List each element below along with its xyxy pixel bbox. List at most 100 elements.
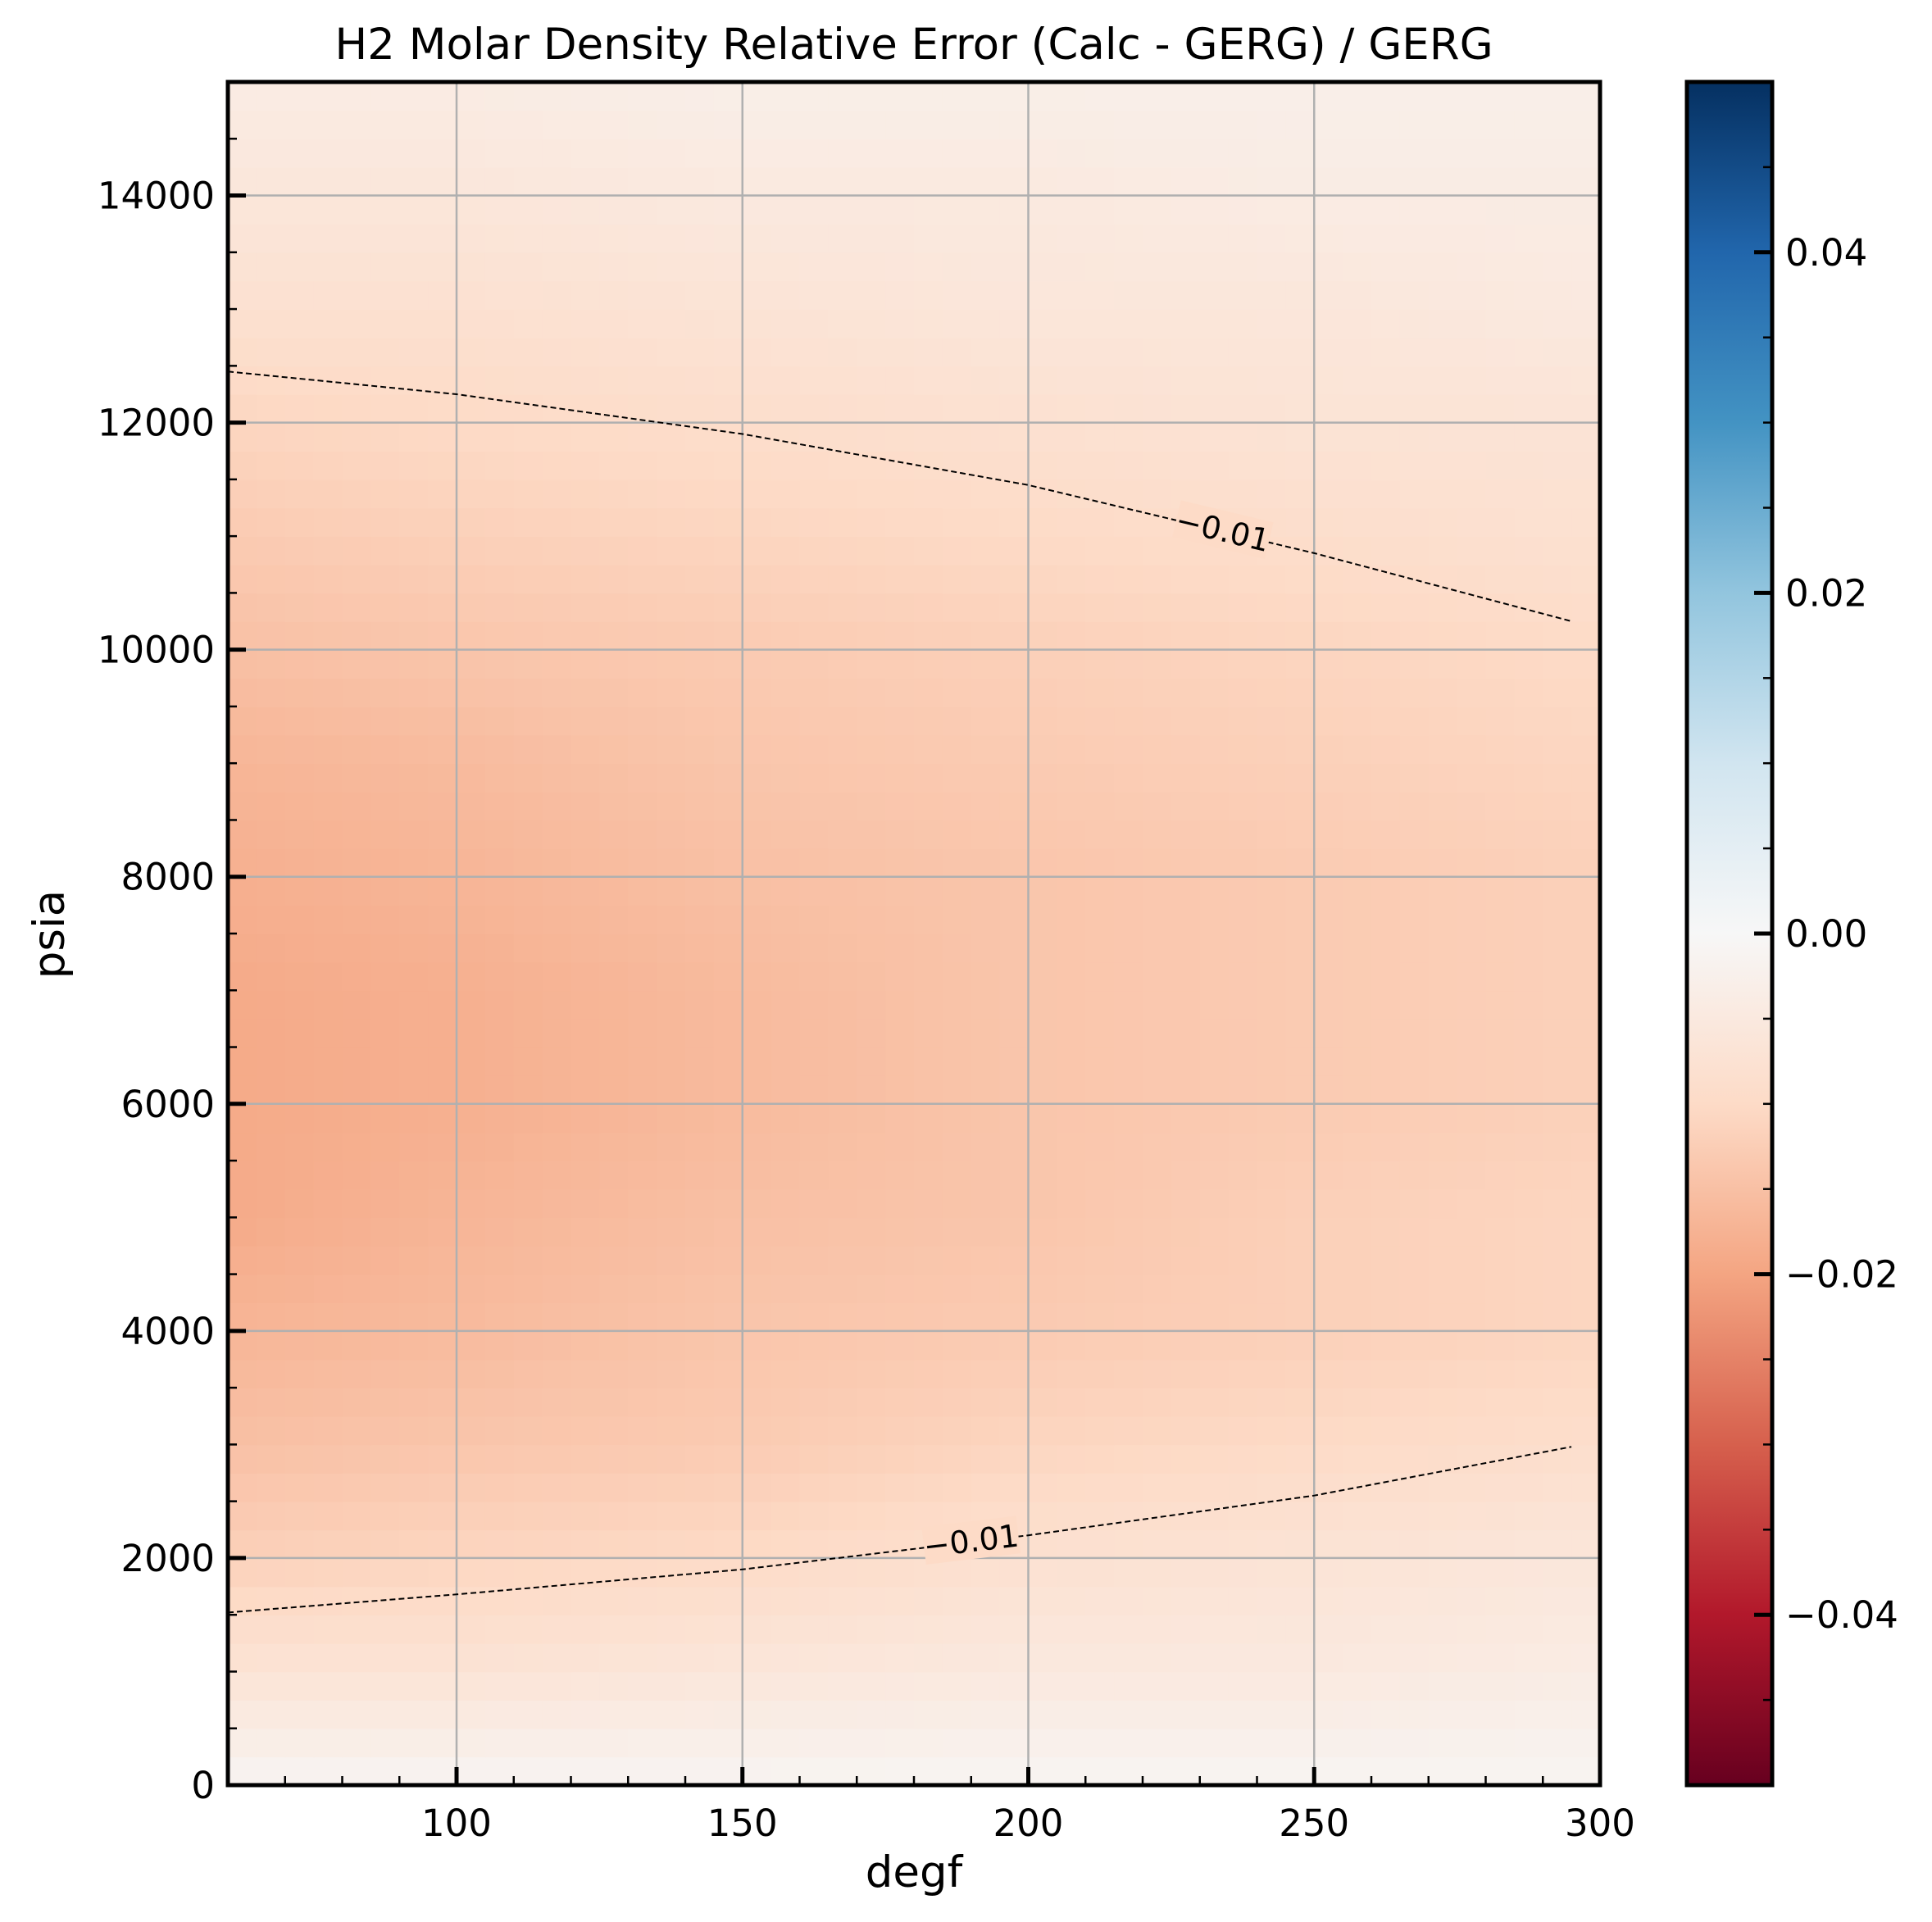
heatmap-cell: [228, 1444, 257, 1473]
heatmap-cell: [743, 1246, 772, 1275]
heatmap-cell: [1343, 1388, 1372, 1416]
heatmap-cell: [971, 196, 1001, 225]
heatmap-cell: [1257, 252, 1287, 281]
heatmap-cell: [1200, 1275, 1230, 1303]
heatmap-cell: [285, 1671, 315, 1700]
heatmap-cell: [428, 1302, 457, 1331]
heatmap-cell: [657, 1729, 686, 1757]
heatmap-cell: [743, 707, 772, 735]
heatmap-cell: [428, 1360, 457, 1388]
heatmap-cell: [714, 735, 743, 764]
heatmap-cell: [743, 1416, 772, 1445]
heatmap-cell: [971, 139, 1001, 167]
heatmap-cell: [1114, 1360, 1143, 1388]
heatmap-cell: [1029, 1729, 1058, 1757]
heatmap-cell: [685, 1019, 715, 1047]
heatmap-cell: [628, 621, 657, 650]
heatmap-cell: [914, 1246, 943, 1275]
heatmap-cell: [1429, 848, 1458, 877]
heatmap-cell: [771, 792, 801, 820]
heatmap-cell: [1143, 1075, 1172, 1104]
heatmap-cell: [1343, 1275, 1372, 1303]
heatmap-cell: [1486, 1587, 1516, 1615]
heatmap-cell: [285, 252, 315, 281]
heatmap-cell: [828, 1246, 857, 1275]
heatmap-cell: [1229, 593, 1258, 621]
heatmap-cell: [571, 536, 601, 565]
heatmap-cell: [1057, 1502, 1086, 1530]
heatmap-cell: [1457, 905, 1487, 934]
heatmap-cell: [228, 877, 257, 906]
heatmap-cell: [1143, 1331, 1172, 1360]
heatmap-cell: [257, 1587, 286, 1615]
heatmap-cell: [571, 877, 601, 906]
heatmap-cell: [685, 1161, 715, 1189]
heatmap-cell: [1257, 1047, 1287, 1076]
heatmap-cell: [1143, 1473, 1172, 1502]
heatmap-cell: [657, 1104, 686, 1133]
heatmap-cell: [285, 848, 315, 877]
heatmap-cell: [1571, 1104, 1601, 1133]
heatmap-cell: [1114, 565, 1143, 593]
heatmap-cell: [1257, 990, 1287, 1019]
heatmap-cell: [1200, 565, 1230, 593]
heatmap-cell: [285, 1729, 315, 1757]
heatmap-cell: [1514, 167, 1543, 196]
heatmap-cell: [971, 508, 1001, 537]
heatmap-cell: [914, 224, 943, 252]
heatmap-cell: [800, 196, 830, 225]
heatmap-cell: [485, 1189, 515, 1218]
heatmap-cell: [971, 678, 1001, 707]
heatmap-cell: [771, 1587, 801, 1615]
heatmap-cell: [399, 366, 429, 394]
heatmap-cell: [428, 1444, 457, 1473]
heatmap-cell: [1257, 1246, 1287, 1275]
heatmap-cell: [800, 224, 830, 252]
heatmap-cell: [657, 1529, 686, 1558]
x-axis-label: degf: [866, 1847, 964, 1897]
heatmap-cell: [228, 536, 257, 565]
heatmap-cell: [1114, 1132, 1143, 1161]
heatmap-cell: [1057, 1529, 1086, 1558]
heatmap-cell: [943, 451, 972, 479]
heatmap-cell: [599, 1671, 629, 1700]
heatmap-cell: [1085, 1275, 1115, 1303]
heatmap-cell: [228, 451, 257, 479]
heatmap-cell: [828, 1302, 857, 1331]
heatmap-cell: [857, 167, 886, 196]
heatmap-cell: [743, 338, 772, 366]
heatmap-cell: [314, 82, 343, 111]
heatmap-cell: [1571, 1275, 1601, 1303]
heatmap-cell: [285, 479, 315, 508]
heatmap-cell: [1085, 1700, 1115, 1729]
heatmap-cell: [971, 1275, 1001, 1303]
heatmap-cell: [485, 1047, 515, 1076]
heatmap-cell: [571, 82, 601, 111]
heatmap-cell: [1229, 1729, 1258, 1757]
heatmap-cell: [1143, 1756, 1172, 1785]
heatmap-cell: [228, 792, 257, 820]
heatmap-cell: [228, 366, 257, 394]
chart-title: H2 Molar Density Relative Error (Calc - …: [334, 20, 1493, 70]
heatmap-cell: [285, 338, 315, 366]
heatmap-cell: [971, 820, 1001, 848]
heatmap-cell: [399, 1388, 429, 1416]
heatmap-cell: [971, 1161, 1001, 1189]
heatmap-cell: [1514, 139, 1543, 167]
heatmap-cell: [285, 905, 315, 934]
heatmap-cell: [885, 1132, 915, 1161]
heatmap-cell: [1000, 1473, 1030, 1502]
heatmap-cell: [599, 111, 629, 139]
heatmap-cell: [1229, 1700, 1258, 1729]
heatmap-cell: [599, 280, 629, 309]
heatmap-cell: [800, 1529, 830, 1558]
heatmap-cell: [657, 792, 686, 820]
heatmap-cell: [971, 1331, 1001, 1360]
heatmap-cell: [1343, 735, 1372, 764]
heatmap-cell: [885, 1587, 915, 1615]
heatmap-cell: [714, 1161, 743, 1189]
heatmap-cell: [657, 423, 686, 452]
heatmap-cell: [800, 565, 830, 593]
heatmap-cell: [1514, 252, 1543, 281]
heatmap-cell: [1543, 1700, 1572, 1729]
